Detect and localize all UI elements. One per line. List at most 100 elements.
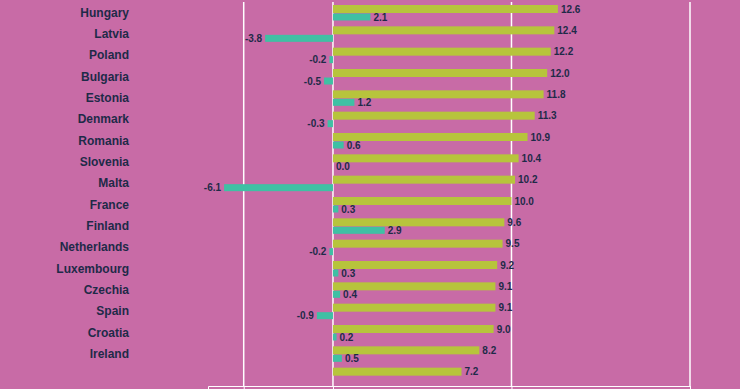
tick: Denmark [78, 112, 130, 126]
data-labels: 12.612.412.212.011.811.310.910.410.210.0… [204, 4, 581, 378]
bar [329, 248, 333, 255]
data-label: 1.2 [357, 97, 371, 108]
bar [224, 184, 333, 191]
bar [333, 14, 370, 21]
data-label: 12.0 [550, 68, 570, 79]
category-label: France [90, 198, 130, 212]
bar [333, 218, 504, 226]
data-label: -0.9 [297, 310, 315, 321]
data-label: 9.0 [497, 324, 511, 335]
bar [333, 240, 503, 248]
bar [333, 112, 535, 120]
tick: Ireland [90, 347, 129, 361]
bar [333, 142, 344, 149]
data-label: 10.9 [531, 132, 551, 143]
category-label: Romania [78, 134, 129, 148]
tick: Malta [98, 176, 129, 190]
data-label: -0.2 [309, 246, 327, 257]
data-label: 0.4 [343, 289, 357, 300]
data-label: 7.2 [464, 366, 478, 377]
data-label: 12.2 [554, 46, 574, 57]
bar [333, 270, 338, 277]
bar [333, 368, 462, 376]
category-label: Spain [96, 304, 129, 318]
data-label: 12.4 [557, 25, 577, 36]
tick: Netherlands [60, 240, 130, 254]
bar [328, 120, 333, 127]
category-label: Croatia [88, 326, 130, 340]
tick [333, 386, 334, 389]
tick: Croatia [88, 326, 130, 340]
category-label: Ireland [90, 347, 129, 361]
bars [224, 5, 558, 376]
data-label: -6.1 [204, 182, 222, 193]
category-label: Netherlands [60, 240, 130, 254]
category-label: Latvia [94, 27, 129, 41]
data-label: 11.3 [538, 110, 557, 121]
bar [317, 312, 333, 319]
category-label: Denmark [78, 112, 130, 126]
bar [333, 261, 497, 269]
bar [333, 291, 340, 298]
tick: France [90, 198, 130, 212]
data-label: 0.0 [336, 161, 350, 172]
data-label: -0.2 [309, 54, 327, 65]
tick: Romania [78, 134, 129, 148]
data-label: 9.6 [507, 217, 521, 228]
data-label: 2.1 [373, 12, 387, 23]
tick-mark [333, 386, 334, 389]
y-axis: Hungary Latvia Poland Bulgaria Estonia Denmar… [56, 6, 129, 361]
data-label: 9.1 [498, 302, 512, 313]
data-label: 2.9 [388, 225, 402, 236]
bar [332, 163, 333, 170]
data-label: 0.6 [347, 140, 361, 151]
tick: Latvia [94, 27, 129, 41]
category-label: Luxembourg [56, 262, 129, 276]
tick [511, 386, 512, 389]
tick: Finland [86, 219, 129, 233]
data-label: -0.3 [307, 118, 325, 129]
bar [333, 48, 551, 56]
bar [333, 304, 495, 312]
data-label: 0.3 [341, 268, 355, 279]
tick: Estonia [86, 91, 130, 105]
bar [333, 282, 495, 290]
bar [333, 197, 512, 205]
bar [265, 35, 333, 42]
bar [333, 26, 554, 34]
bar [324, 78, 333, 85]
category-label: Finland [86, 219, 129, 233]
grid-line [511, 2, 513, 386]
category-label: Hungary [80, 6, 129, 20]
data-label: -0.5 [304, 76, 322, 87]
tick: Poland [89, 48, 129, 62]
tick: Czechia [84, 283, 130, 297]
bar [333, 176, 515, 184]
chart: Hungary Latvia Poland Bulgaria Estonia Denmar… [0, 0, 740, 389]
bar [333, 355, 342, 362]
data-label: 11.8 [547, 89, 566, 100]
data-label: 0.2 [340, 332, 354, 343]
tick [690, 386, 691, 389]
category-label: Bulgaria [81, 70, 129, 84]
bar [333, 334, 337, 341]
bar [333, 5, 558, 13]
grid [244, 2, 690, 386]
data-label: 9.5 [506, 238, 520, 249]
data-label: 12.6 [561, 4, 581, 15]
data-label: -3.8 [245, 33, 263, 44]
category-label: Czechia [84, 283, 130, 297]
bar [333, 154, 519, 162]
data-label: 8.2 [482, 345, 496, 356]
data-label: 10.4 [522, 153, 542, 164]
bar [329, 56, 333, 63]
data-label: 0.3 [341, 204, 355, 215]
bar [333, 69, 547, 77]
tick-mark [690, 386, 691, 389]
category-label: Slovenia [80, 155, 130, 169]
tick-mark [244, 386, 245, 389]
tick: Hungary [80, 6, 129, 20]
grid-line [689, 2, 691, 386]
axis-line [209, 387, 691, 389]
category-label: Poland [89, 48, 129, 62]
